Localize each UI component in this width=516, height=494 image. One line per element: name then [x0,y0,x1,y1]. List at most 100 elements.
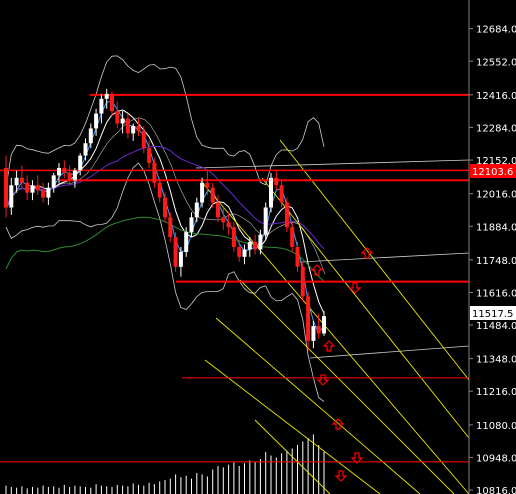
candle-body [231,227,236,247]
candle-body [94,113,99,129]
highlight-price-box [470,164,516,178]
candle [221,207,226,230]
candle [14,170,19,193]
price-tick-label: 10816.0 [476,486,516,494]
candle-body [253,242,258,250]
candle [306,291,311,351]
candle [163,192,167,223]
channel-line [254,419,331,494]
candle-body [147,148,152,164]
candle [25,175,30,201]
candle-body [237,247,242,257]
price-axis-ticks: 12684.0 12552.0 12416.0 12284.0 12152.0 12016… [469,25,516,494]
channel-line [199,179,470,494]
candle [67,165,72,186]
candle-body [104,93,109,99]
candle [173,232,178,272]
candle-body [51,175,56,188]
candle [46,182,51,206]
candle [226,212,231,235]
candle-body [131,125,136,134]
candle [322,311,326,336]
price-tick-label: 11748.0 [476,256,516,267]
candle-body [306,296,311,341]
candle-body [274,177,279,186]
candle-body [136,125,141,131]
candle-body [200,182,205,203]
ma-long-line [5,146,325,250]
candle-body [194,202,199,218]
price-tick-label: 12152.0 [476,156,516,167]
price-tick-label: 12684.0 [476,25,516,36]
candle-body [163,197,167,218]
candle [300,261,305,302]
candle-body [242,249,247,257]
candle [269,172,273,213]
current-price-tag: 11517.5 [470,306,516,320]
candle-body [173,237,178,267]
up-arrow-icon [310,264,324,276]
candle [4,155,8,218]
candle-body [72,170,77,181]
candle-body [157,182,162,198]
candle [168,212,173,243]
channel-line [261,177,470,439]
candle [9,177,14,215]
candle-body [83,143,88,156]
candle [41,182,46,203]
price-tick-label: 11348.0 [476,355,516,366]
candle [136,118,141,136]
candle [72,167,77,188]
candle [216,195,220,223]
candlestick-series [4,88,326,351]
candle [242,244,247,265]
candle-body [226,222,231,228]
candle-body [284,202,289,228]
candle [274,170,279,191]
candle [83,138,88,161]
support-resistance-lines [0,93,469,463]
channel-line [215,317,421,494]
candle [284,197,289,233]
candle-body [62,167,67,173]
candle-body [115,111,120,124]
candle [194,197,199,223]
candle-body [168,217,173,238]
current-price-box [470,306,516,320]
price-tick-label: 11216.0 [476,387,516,398]
candle-body [46,187,51,198]
highlight-price-tag: 12103.6 [470,164,516,178]
candle-body [78,155,83,171]
highlight-price-label: 12103.6 [472,167,513,178]
candle [78,153,83,176]
candle-body [30,185,35,193]
candle [131,123,136,141]
candle-body [300,266,305,297]
candle [263,202,268,240]
candle-body [141,130,146,149]
candle [147,140,152,168]
candle [184,227,189,257]
candle [57,163,61,183]
price-tick-label: 11484.0 [476,321,516,332]
candle-body [67,172,72,181]
candle [110,91,114,117]
price-tick-label: 12016.0 [476,190,516,201]
candle-body [4,167,8,208]
candle [30,180,35,201]
candle [178,247,183,277]
candle [141,125,146,154]
down-arrow-icon [350,452,364,464]
price-tick-label: 10948.0 [476,453,516,464]
candle [104,88,109,109]
volume-histogram [5,434,325,494]
candle-body [311,326,316,341]
candle [295,242,300,272]
price-tick-label: 11080.0 [476,421,516,432]
candle-body [120,118,125,124]
candle-body [210,187,215,203]
candle-body [258,234,263,250]
candle-body [295,247,300,267]
